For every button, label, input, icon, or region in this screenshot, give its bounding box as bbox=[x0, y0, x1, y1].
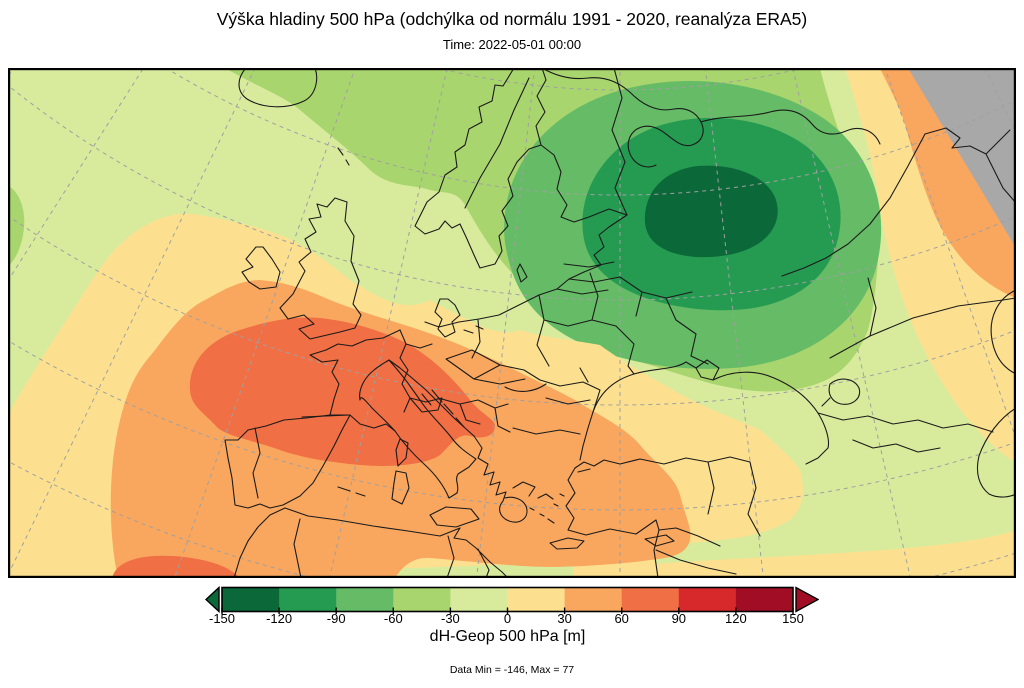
anomaly-field bbox=[8, 68, 1016, 578]
colorbar-segment bbox=[393, 587, 451, 612]
map-canvas bbox=[8, 68, 1016, 578]
graticule-meridian bbox=[173, 68, 356, 578]
positive-core bbox=[189, 317, 496, 466]
map-frame bbox=[8, 68, 1016, 578]
colorbar-tick-label: -60 bbox=[383, 611, 403, 626]
negative-core bbox=[644, 165, 778, 258]
colorbar-tick-label: 30 bbox=[557, 611, 572, 626]
graticule-meridian bbox=[884, 68, 1016, 440]
colorbar-tick-label: -30 bbox=[440, 611, 460, 626]
colorbar-label: dH-Geop 500 hPa [m] bbox=[429, 628, 586, 645]
colorbar-tick-label: 60 bbox=[614, 611, 629, 626]
graticule-meridian bbox=[329, 68, 448, 578]
colorbar-tick-label: -120 bbox=[266, 611, 293, 626]
colorbar-tick-labels: -150 -120 -90 -60 -30 0 30 60 90 120 150 bbox=[0, 611, 1024, 627]
colorbar-segment bbox=[507, 587, 566, 612]
colorbar-segment bbox=[222, 587, 280, 612]
colorbar-segment bbox=[450, 587, 508, 612]
colorbar bbox=[204, 584, 820, 615]
data-range-note: Data Min = -146, Max = 77 bbox=[449, 664, 575, 676]
graticule-meridian bbox=[792, 68, 911, 578]
colorbar-canvas bbox=[204, 585, 820, 615]
figure-subtitle: Time: 2022-05-01 00:00 bbox=[442, 37, 582, 52]
colorbar-over-arrow bbox=[795, 586, 820, 613]
positive-core-south-patch bbox=[112, 555, 240, 578]
colorbar-tick-label: 120 bbox=[725, 611, 747, 626]
positive-band-southeast bbox=[640, 530, 1016, 578]
colorbar-tick-label: -150 bbox=[208, 611, 236, 626]
colorbar-tick-label: 90 bbox=[671, 611, 687, 626]
colorbar-segment bbox=[735, 587, 794, 612]
colorbar-tick-label: 150 bbox=[782, 611, 804, 626]
coastlines-and-borders bbox=[224, 68, 1016, 578]
colorbar-segment bbox=[564, 587, 623, 612]
colorbar-tick-label: 0 bbox=[503, 611, 512, 626]
colorbar-segment bbox=[678, 587, 737, 612]
figure-title: Výška hladiny 500 hPa (odchýlka od normá… bbox=[216, 9, 808, 29]
graticule-meridian bbox=[476, 68, 536, 578]
graticule-meridian bbox=[704, 68, 764, 578]
colorbar-under-arrow bbox=[204, 585, 220, 614]
colorbar-segment bbox=[336, 587, 394, 612]
graticule-grid bbox=[8, 68, 1016, 578]
weather-map bbox=[8, 68, 1016, 578]
negative-band-west-patch bbox=[8, 186, 25, 266]
colorbar-segment bbox=[621, 587, 680, 612]
graticule-meridian bbox=[8, 68, 256, 576]
colorbar-segment bbox=[279, 587, 337, 612]
colorbar-tick-label: -90 bbox=[326, 611, 346, 626]
graticule-parallel bbox=[8, 84, 1016, 301]
graticule-parallel bbox=[8, 214, 1016, 406]
